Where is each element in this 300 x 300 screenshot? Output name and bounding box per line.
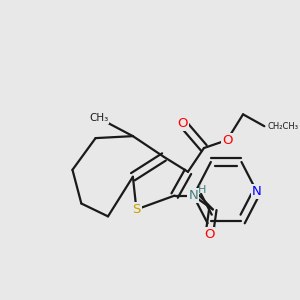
Text: H: H bbox=[198, 185, 206, 195]
Text: CH₃: CH₃ bbox=[89, 113, 109, 123]
Text: O: O bbox=[222, 134, 232, 147]
Text: O: O bbox=[204, 228, 214, 241]
Text: N: N bbox=[188, 189, 198, 202]
Text: O: O bbox=[177, 117, 188, 130]
Text: CH₂CH₃: CH₂CH₃ bbox=[268, 122, 298, 131]
Text: N: N bbox=[252, 185, 262, 198]
Text: S: S bbox=[132, 203, 141, 216]
